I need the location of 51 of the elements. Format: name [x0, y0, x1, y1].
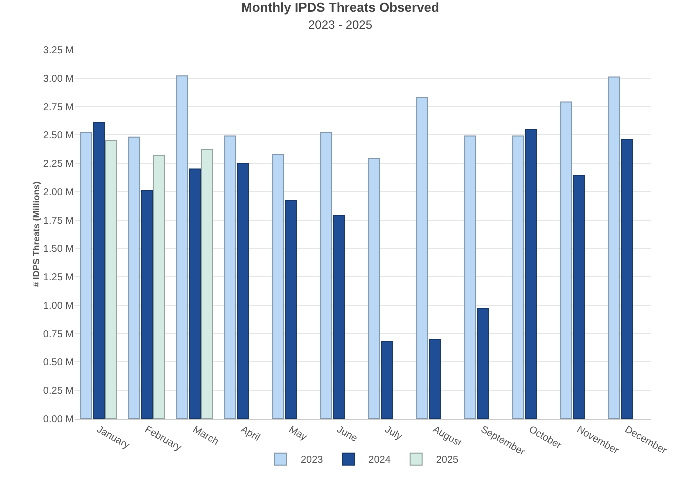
bar	[285, 200, 297, 419]
x-tick-label: June	[335, 424, 360, 445]
legend-label: 2024	[368, 455, 392, 466]
x-tick-label: May	[287, 424, 309, 444]
bar	[189, 168, 201, 419]
bar	[525, 128, 537, 419]
y-tick-label: 0.00 M	[43, 414, 74, 426]
bar	[105, 140, 118, 419]
legend-label: 2025	[436, 455, 460, 466]
y-tick-label: 2.00 M	[43, 187, 74, 198]
y-tick-label: 1.50 M	[43, 244, 74, 256]
chart-subtitle: 2023 - 2025	[308, 18, 373, 32]
y-tick-label: 2.25 M	[43, 159, 74, 170]
bar	[429, 339, 441, 419]
y-tick-label: 0.25 M	[43, 386, 74, 398]
bar	[573, 176, 585, 419]
bar	[381, 341, 393, 419]
bar	[80, 132, 93, 419]
bar	[176, 76, 189, 419]
bar	[477, 308, 489, 419]
bar	[333, 215, 345, 419]
y-tick-label: 1.25 M	[43, 272, 74, 284]
bar	[237, 163, 249, 419]
bar	[272, 154, 285, 419]
x-tick-label: April	[239, 424, 262, 444]
bar	[93, 122, 105, 419]
chart-title: Monthly IPDS Threats Observed	[242, 0, 440, 16]
y-tick-label: 1.75 M	[43, 216, 74, 227]
bar	[153, 155, 166, 419]
bar	[621, 139, 633, 419]
y-tick-label: 3.00 M	[43, 74, 74, 85]
bar	[512, 136, 525, 419]
y-tick-label: 0.75 M	[43, 329, 74, 340]
bar	[560, 102, 573, 419]
y-tick-label: 2.50 M	[43, 130, 74, 142]
y-tick-label: 1.00 M	[43, 300, 74, 312]
y-axis-title: # IDPS Threats (Millions)	[31, 182, 42, 288]
bar	[128, 136, 141, 419]
bar	[320, 132, 333, 419]
bar	[224, 136, 237, 419]
y-tick-label: 0.50 M	[43, 358, 74, 369]
bar	[608, 76, 621, 419]
x-tick-label: July	[383, 424, 404, 443]
y-tick-label: 3.25 M	[43, 46, 74, 56]
bar	[416, 97, 429, 419]
bar	[464, 136, 477, 419]
bar	[141, 190, 153, 419]
bar	[201, 149, 214, 419]
y-tick-label: 2.75 M	[43, 102, 74, 114]
legend-label: 2023	[301, 455, 324, 466]
bar	[368, 158, 381, 419]
